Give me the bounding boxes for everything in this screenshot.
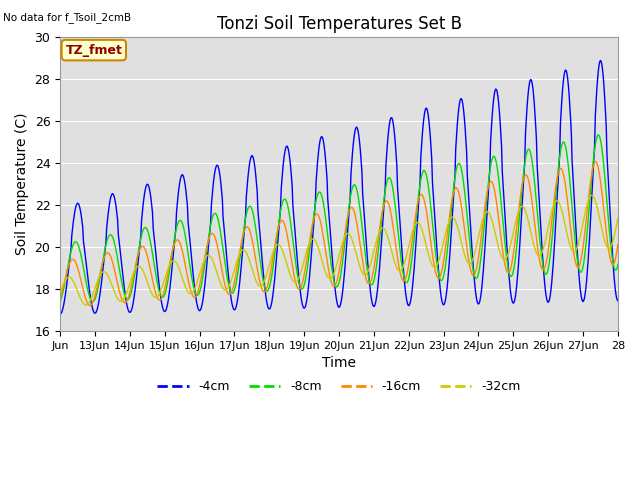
-16cm (56, 296, 64, 302)
X-axis label: Time: Time (322, 356, 356, 370)
-32cm (122, 291, 130, 297)
-32cm (429, 263, 436, 268)
-4cm (224, 270, 232, 276)
-32cm (397, 267, 405, 273)
-16cm (429, 252, 436, 258)
-4cm (122, 295, 129, 300)
Legend: -4cm, -8cm, -16cm, -32cm: -4cm, -8cm, -16cm, -32cm (152, 375, 525, 398)
-16cm (253, 261, 260, 267)
Text: TZ_fmet: TZ_fmet (65, 44, 122, 57)
-4cm (252, 172, 260, 178)
-16cm (614, 241, 621, 247)
-32cm (253, 279, 260, 285)
-4cm (273, 251, 281, 257)
-16cm (122, 299, 130, 305)
-8cm (122, 296, 130, 301)
-4cm (596, 58, 604, 63)
Text: No data for f_Tsoil_2cmB: No data for f_Tsoil_2cmB (3, 12, 131, 23)
-8cm (274, 228, 282, 234)
-16cm (225, 291, 233, 297)
Line: -4cm: -4cm (60, 60, 618, 314)
Line: -16cm: -16cm (60, 162, 618, 305)
-16cm (274, 228, 282, 233)
-32cm (56, 290, 64, 296)
Line: -32cm: -32cm (60, 195, 618, 305)
Y-axis label: Soil Temperature (C): Soil Temperature (C) (15, 113, 29, 255)
-8cm (225, 283, 233, 289)
-16cm (86, 302, 94, 308)
-4cm (614, 298, 621, 303)
-32cm (614, 216, 621, 221)
-8cm (614, 262, 621, 267)
-32cm (274, 241, 282, 247)
-8cm (429, 220, 436, 226)
-32cm (82, 302, 90, 308)
Title: Tonzi Soil Temperatures Set B: Tonzi Soil Temperatures Set B (216, 15, 461, 33)
-8cm (253, 231, 260, 237)
-8cm (89, 299, 97, 304)
Line: -8cm: -8cm (60, 135, 618, 301)
-4cm (428, 156, 436, 161)
-32cm (225, 284, 233, 289)
-16cm (591, 159, 599, 165)
-8cm (56, 299, 64, 304)
-16cm (397, 274, 405, 280)
-4cm (397, 227, 404, 232)
-8cm (397, 257, 405, 263)
-32cm (588, 192, 596, 198)
-4cm (56, 311, 64, 317)
-8cm (595, 132, 602, 138)
